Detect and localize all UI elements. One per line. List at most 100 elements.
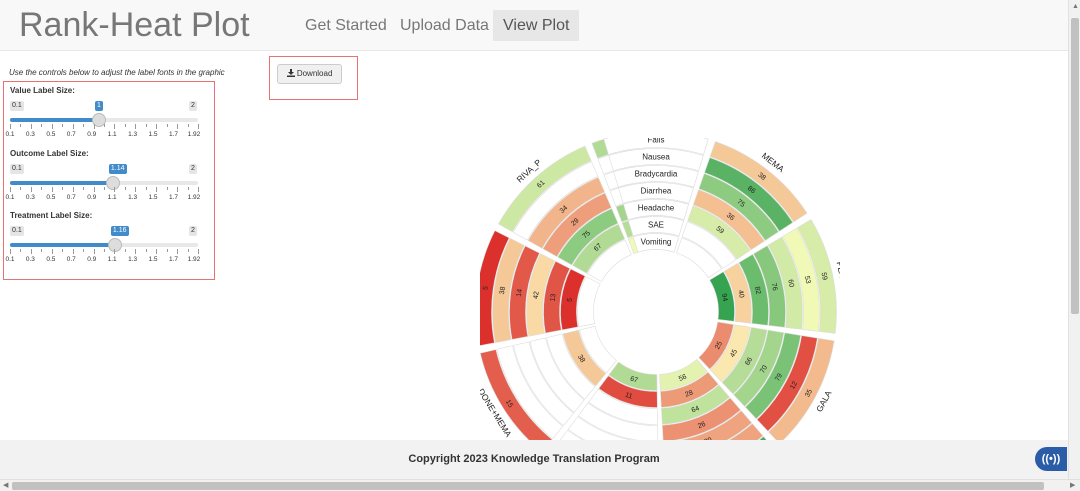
scroll-up-icon[interactable]: ▲	[1072, 3, 1079, 10]
heat-cell	[659, 358, 708, 391]
slider-tick	[93, 187, 95, 192]
slider-tick-label: 0.5	[46, 131, 56, 138]
heat-cell-value: 38	[756, 172, 767, 182]
slider-tick-label: 1.92	[187, 131, 201, 138]
heat-cell-value: 40	[736, 289, 744, 298]
outcome-cell	[603, 138, 709, 155]
slider-tick-label: 1.92	[187, 194, 201, 201]
scroll-right-icon[interactable]: ▶	[1070, 482, 1076, 489]
heat-cell	[704, 157, 794, 232]
slider-tick	[72, 124, 74, 129]
heat-cell	[496, 345, 564, 440]
slider-tick-label: 0.5	[46, 256, 56, 263]
heat-cell-value: 61	[536, 179, 547, 189]
heat-cell-value: 56	[678, 374, 688, 383]
tab-view-plot[interactable]: View Plot	[493, 10, 580, 41]
slider-tick	[114, 187, 116, 192]
vertical-scrollbar[interactable]: ▲	[1068, 0, 1080, 479]
heat-cell	[709, 324, 751, 383]
heat-cell-value: 70	[759, 364, 769, 374]
slider-tick-label: 1.92	[187, 256, 201, 263]
slider-tick-label: 1.7	[168, 131, 178, 138]
heat-cell-value: 5	[567, 297, 574, 302]
tab-upload-data[interactable]: Upload Data	[400, 17, 489, 34]
heat-cell	[543, 260, 571, 334]
slider-tick	[93, 124, 95, 129]
heat-cell-value: 53	[803, 275, 811, 284]
vertical-scroll-thumb[interactable]	[1071, 18, 1079, 314]
heat-cell	[562, 329, 607, 387]
broadcast-icon[interactable]: ((•))	[1035, 447, 1067, 471]
slider-tick	[62, 249, 64, 252]
heat-cell-value: 45	[729, 348, 739, 358]
heat-cell	[598, 375, 658, 408]
heat-cell-value: 86	[746, 185, 757, 195]
slider-tick	[30, 249, 32, 254]
scroll-left-icon[interactable]: ◀	[3, 482, 9, 489]
heat-cell-value: 28	[684, 389, 694, 398]
slider-tick-label: 1.7	[168, 194, 178, 201]
heat-cell-value: 29	[570, 217, 581, 227]
slider-tick	[124, 187, 126, 190]
outcome-cell	[628, 216, 684, 237]
slider-tick-label: 0.1	[5, 256, 15, 263]
slider-tick-label: 0.3	[25, 131, 35, 138]
outcome-cell	[632, 233, 680, 253]
slider-max-label: 2	[189, 226, 197, 236]
slider-tick	[41, 249, 43, 252]
slider-tick	[72, 249, 74, 254]
slider-tick	[156, 124, 158, 129]
slider-tick	[51, 249, 53, 254]
slider-min-label: 0.1	[10, 226, 24, 236]
rank-heat-svg: 3886753659MEMA59536076824094PLAC35127970…	[480, 138, 840, 440]
controls-intro: Use the controls below to adjust the lab…	[9, 68, 225, 77]
slider-tick	[156, 249, 158, 254]
horizontal-scrollbar[interactable]: ◀ ▶	[0, 479, 1080, 491]
slider-tick	[104, 187, 105, 190]
slider-value-label: 1.16	[110, 226, 129, 236]
slider-ticks	[10, 187, 199, 193]
slider-tick-label: 0.5	[46, 194, 56, 201]
heat-cell	[661, 384, 730, 425]
slider-max-label: 2	[189, 101, 197, 111]
heat-cell	[557, 208, 619, 266]
heat-cell	[492, 237, 525, 343]
slider-title: Value Label Size:	[10, 86, 75, 95]
heat-cell-value: 26	[697, 421, 707, 430]
slider-tick	[135, 124, 137, 129]
slider-handle[interactable]	[105, 176, 120, 190]
heat-cell-value: 35	[804, 388, 814, 398]
slider-tick	[166, 187, 168, 190]
slider-track[interactable]	[10, 181, 198, 185]
slider-tick	[72, 187, 74, 192]
slider-tick	[187, 187, 189, 190]
heat-cell-value: 82	[753, 286, 761, 295]
slider-ticks	[10, 124, 199, 130]
slider-tick	[156, 187, 158, 192]
slider-tick	[177, 249, 179, 254]
slider-tick-label: 1.5	[148, 194, 158, 201]
heat-cell	[796, 219, 837, 334]
heat-cell-value: 38	[576, 354, 586, 364]
outcome-cell	[613, 165, 699, 188]
slider-track[interactable]	[10, 243, 198, 247]
heat-cell	[572, 223, 626, 274]
outcome-label: Headache	[638, 204, 675, 213]
slider-handle[interactable]	[92, 113, 107, 127]
slider-tick-label: 0.9	[87, 131, 97, 138]
heat-cell-value: 5	[482, 286, 489, 291]
tab-get-started[interactable]: Get Started	[305, 17, 387, 34]
slider-tick	[114, 124, 116, 129]
heat-cell	[480, 230, 510, 346]
navbar: Rank-Heat Plot Get Started Upload Data V…	[0, 0, 1068, 51]
heat-cell-value: 12	[789, 380, 799, 390]
slider-tick-label: 0.9	[87, 194, 97, 201]
heat-cell	[733, 329, 785, 407]
download-icon	[286, 69, 295, 77]
heat-cell-value: 25	[714, 340, 724, 350]
heat-cell	[768, 337, 835, 440]
heat-cell-value: 13	[549, 293, 557, 302]
download-button[interactable]: Download	[277, 64, 342, 84]
download-panel: Download	[269, 56, 358, 100]
horizontal-scroll-thumb[interactable]	[12, 482, 1044, 490]
